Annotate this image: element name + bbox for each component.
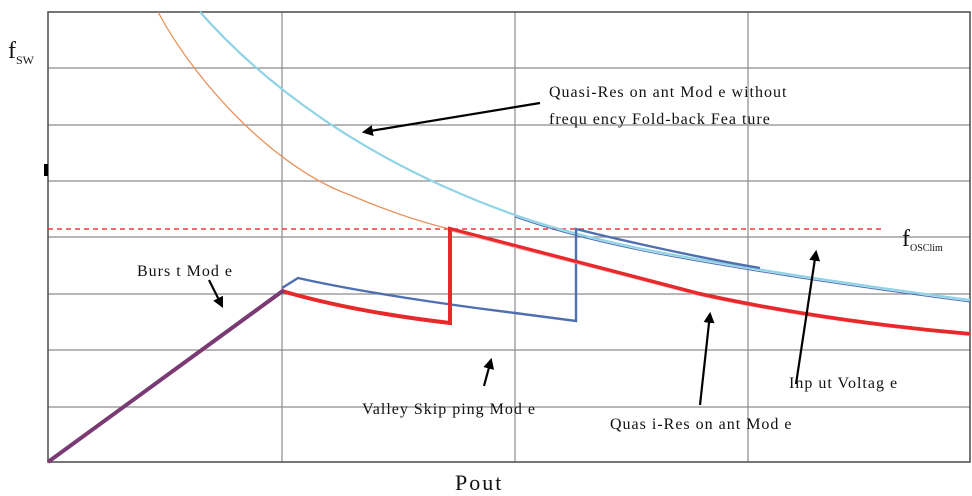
x-axis-label: Pout (455, 470, 503, 495)
burst-mode-label: Burs t Mod e (137, 263, 233, 280)
red-quasi-resonant-curve-inner (451, 230, 971, 337)
y-axis-label-main: f (8, 38, 16, 64)
y-axis-label-sub: SW (16, 53, 35, 67)
qr-without-foldback-label-line2: frequ ency Fold-back Fea ture (549, 111, 771, 128)
qr-without-foldback-label-line1: Quasi-Res on ant Mod e without (549, 84, 787, 101)
blue-valley-skipping-curve (281, 227, 761, 323)
qr-without-foldback-curve-edge (514, 216, 971, 303)
annotation-arrows (208, 101, 821, 406)
plot-grid (48, 12, 970, 462)
valley-skipping-label: Valley Skip ping Mod e (362, 401, 536, 418)
input-voltage-label: Inp ut Voltag e (789, 375, 898, 392)
qr-without-foldback-curve (199, 11, 971, 302)
arrow-input-voltage (794, 249, 821, 385)
arrow-qr-without-foldback (361, 101, 541, 136)
fosclim-label: fOSClim (902, 226, 943, 254)
fosclim-label-main: f (902, 226, 910, 252)
arrow-burst-mode (208, 279, 223, 308)
plot-frame (47, 11, 971, 463)
burst-mode-ramp (46, 288, 286, 464)
quasi-resonant-label: Quas i-Res on ant Mod e (610, 416, 793, 433)
y-axis-label: fSW (8, 38, 35, 67)
arrow-valley-skipping (482, 357, 495, 387)
arrow-quasi-resonant (698, 311, 715, 406)
orange-qr-curve (157, 11, 451, 230)
y-axis-tick-mark (44, 164, 48, 176)
fosclim-label-sub: OSClim (910, 243, 943, 254)
red-quasi-resonant-curve (281, 226, 971, 336)
